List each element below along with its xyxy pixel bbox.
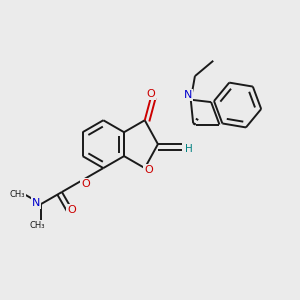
Text: O: O [81,179,90,189]
Text: CH₃: CH₃ [9,190,25,199]
Text: O: O [147,88,155,99]
Text: O: O [67,205,76,215]
Text: O: O [145,165,153,176]
Text: H: H [185,144,193,154]
Text: CH₃: CH₃ [30,221,45,230]
Text: N: N [184,90,192,100]
Text: N: N [32,197,40,208]
